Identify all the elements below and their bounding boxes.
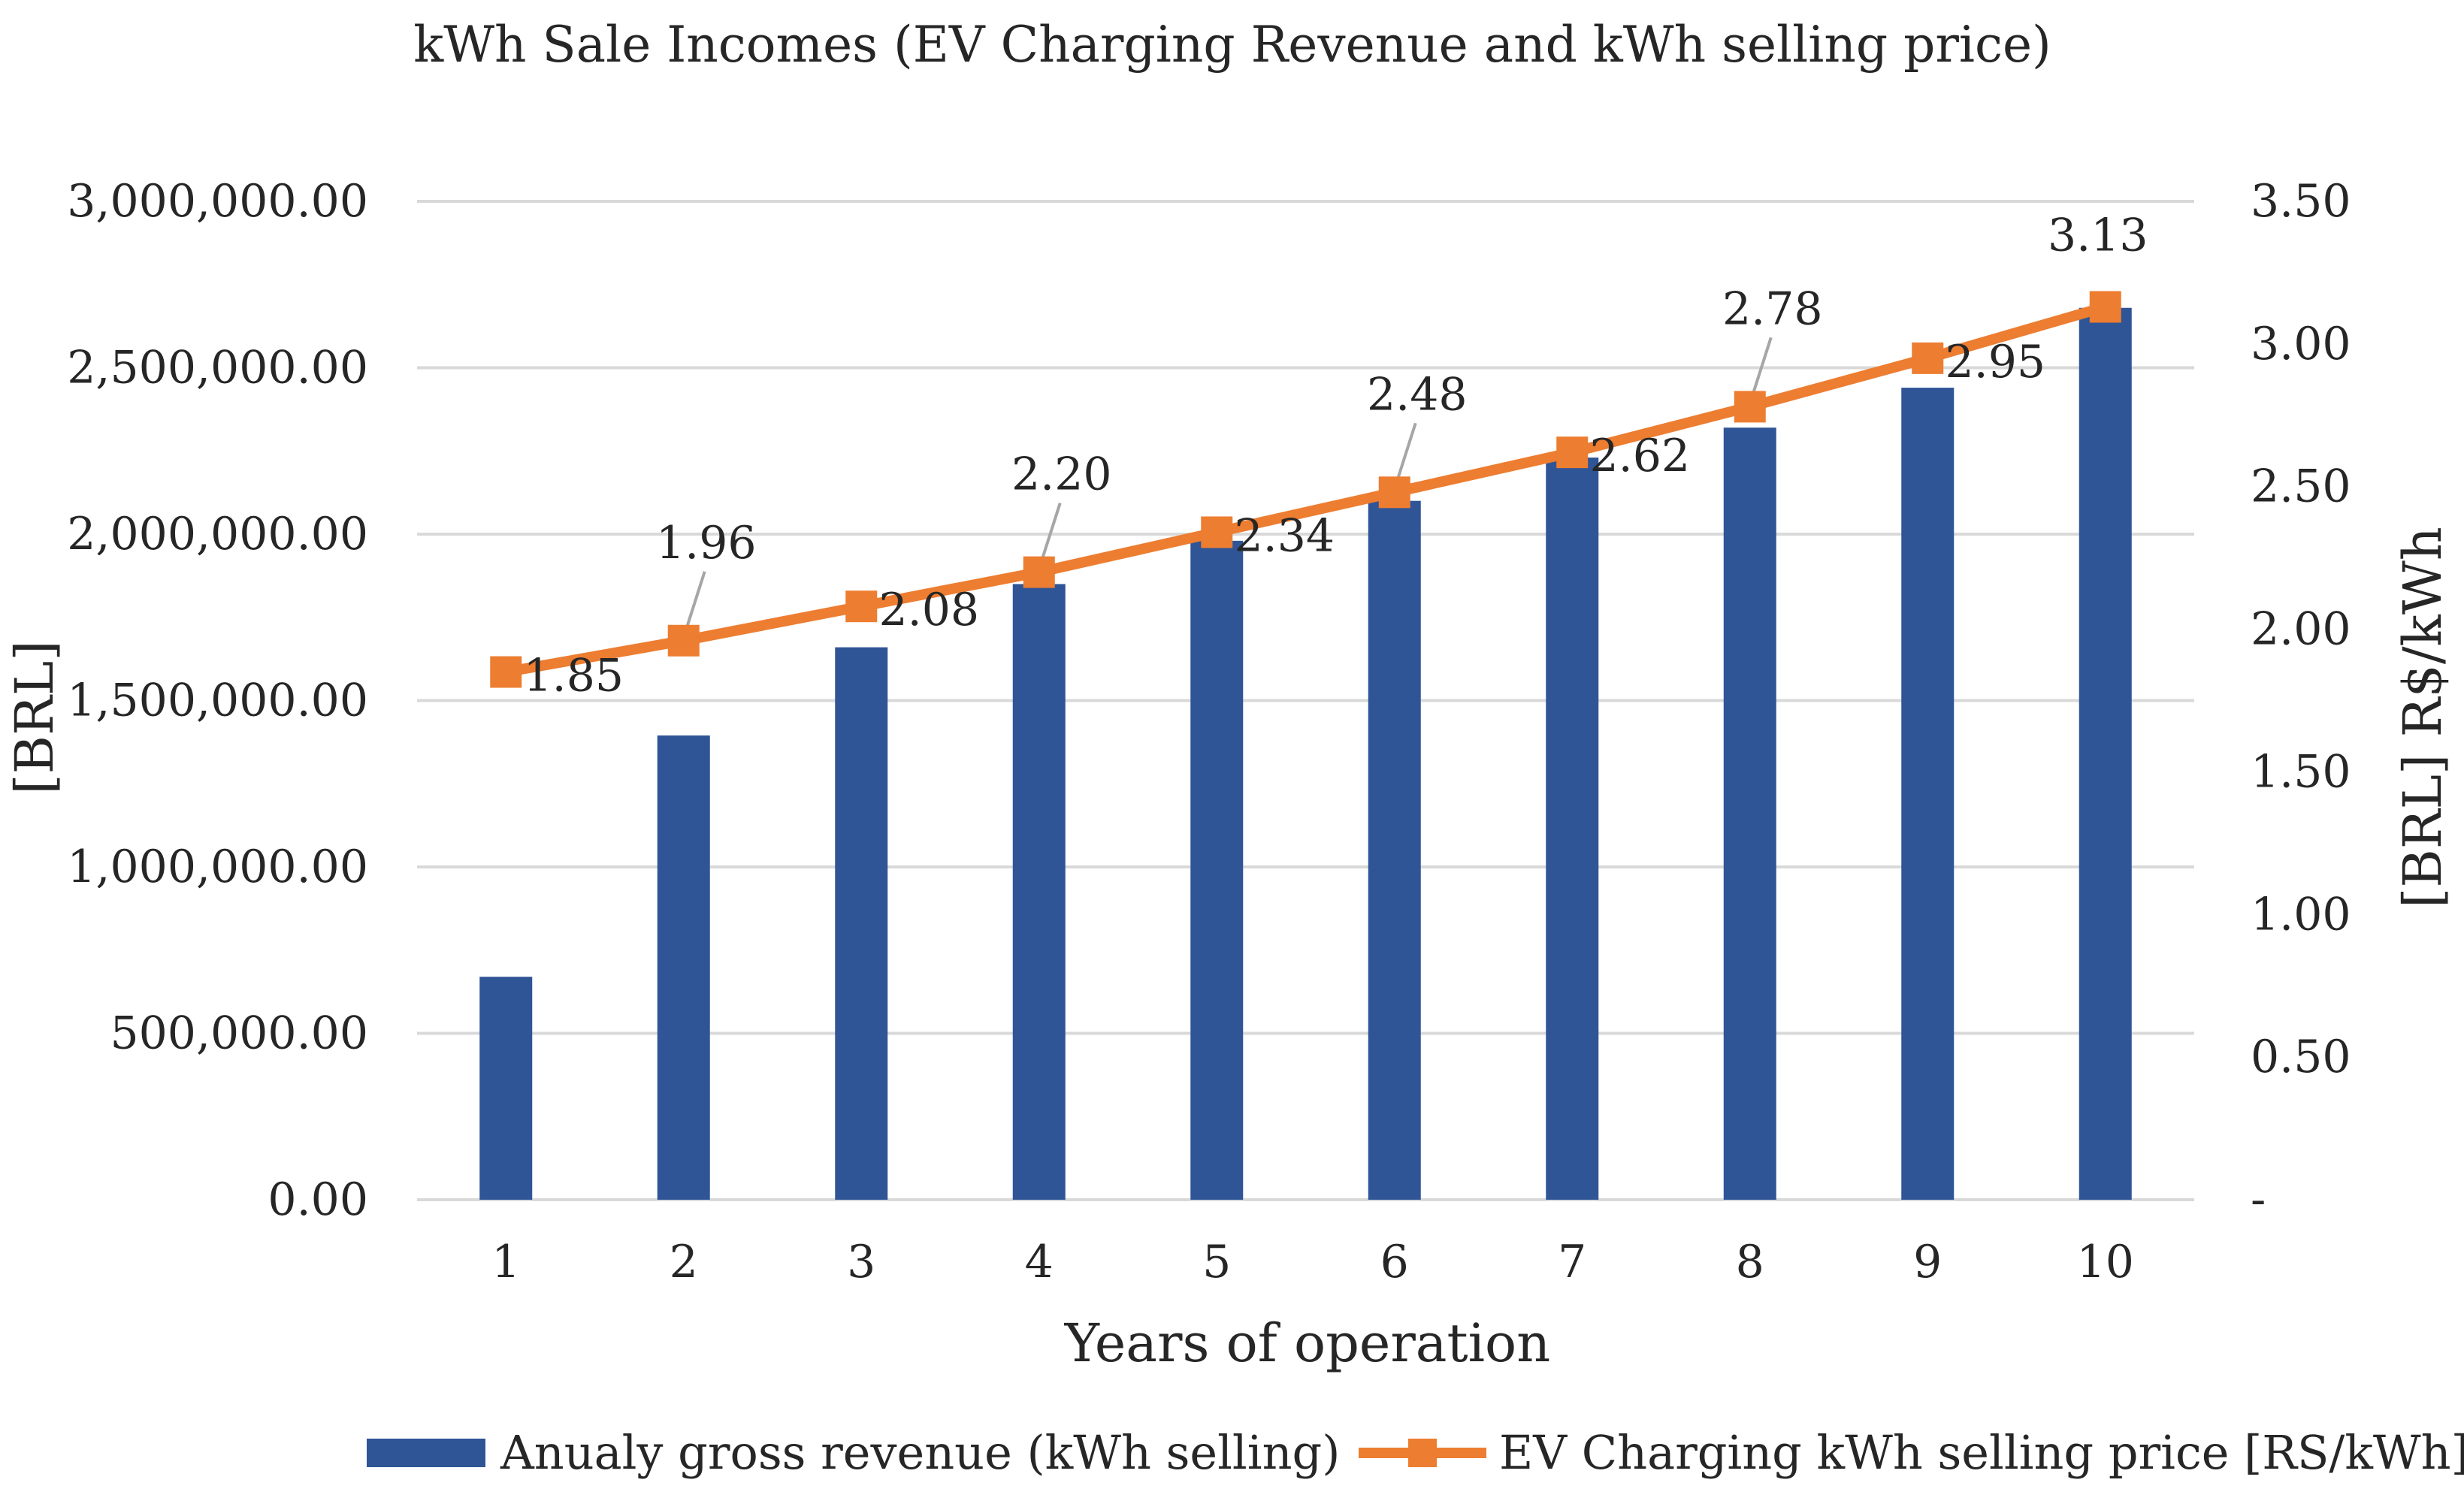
line-marker [490,656,522,688]
price-data-label: 1.85 [523,650,624,702]
legend: Anualy gross revenue (kWh selling) EV Ch… [367,1425,2464,1480]
legend-label-revenue: Anualy gross revenue (kWh selling) [500,1425,1340,1480]
label-leader-line [1752,337,1773,393]
x-tick-label: 10 [2077,1236,2134,1288]
label-leader-line [1396,422,1417,478]
x-tick-label: 2 [670,1236,698,1288]
line-markers [490,291,2121,688]
x-axis-ticks: 1 2 3 4 5 6 7 8 9 10 [491,1236,2134,1288]
x-tick-label: 4 [1025,1236,1054,1288]
x-tick-label: 9 [1913,1236,1942,1288]
line-marker [1378,476,1410,509]
bar [1723,427,1776,1200]
legend-label-price: EV Charging kWh selling price [RS/kWh] [1499,1425,2464,1480]
line-marker [1023,556,1055,588]
y-right-tick-label: - [2251,1173,2266,1226]
price-data-label: 2.78 [1722,282,1823,335]
line-marker [1734,391,1766,423]
price-line [505,301,2107,678]
x-tick-label: 5 [1202,1236,1231,1288]
price-data-label: 3.13 [2048,209,2148,261]
y-left-tick-label: 1,500,000.00 [67,675,368,727]
gridlines [417,200,2194,1201]
y-left-tick-label: 0.00 [268,1173,368,1226]
x-tick-label: 3 [847,1236,875,1288]
bar [657,735,710,1200]
y-axis-right-title: [BRL] R$/kWh [2392,527,2453,908]
bar [1901,388,1955,1200]
y-left-tick-label: 3,000,000.00 [67,175,368,228]
line-marker [2089,291,2121,323]
x-tick-label: 1 [491,1236,520,1288]
x-tick-label: 7 [1558,1236,1586,1288]
label-leader-lines [685,337,1773,627]
bar [479,977,533,1200]
y-axis-right-ticks: - 0.50 1.00 1.50 2.00 2.50 3.00 3.50 [2251,175,2351,1226]
bar-series [479,307,2132,1200]
y-right-tick-label: 2.50 [2251,461,2351,513]
label-leader-line [685,571,706,627]
price-data-label: 2.08 [878,584,979,636]
bar [1368,500,1421,1200]
y-axis-left-ticks: 0.00 500,000.00 1,000,000.00 1,500,000.00 2,… [67,175,368,1226]
bar [1546,458,1599,1200]
y-right-tick-label: 2.00 [2251,603,2351,656]
y-left-tick-label: 2,500,000.00 [67,342,368,394]
y-left-tick-label: 2,000,000.00 [67,508,368,560]
y-right-tick-label: 3.50 [2251,175,2351,228]
y-right-tick-label: 3.00 [2251,318,2351,370]
price-data-label: 2.48 [1367,368,1468,421]
legend-swatch-revenue [367,1439,485,1467]
chart-title: kWh Sale Incomes (EV Charging Revenue an… [413,16,2051,74]
x-tick-label: 8 [1736,1236,1764,1288]
line-marker [1201,516,1233,548]
price-data-label: 2.95 [1945,336,2045,388]
bar [1012,584,1066,1200]
line-marker [667,624,700,657]
y-left-tick-label: 1,000,000.00 [67,841,368,893]
price-data-label: 1.96 [656,517,757,569]
y-axis-left-title: [BRL] [4,640,65,794]
x-axis-title: Years of operation [1064,1312,1551,1374]
y-left-tick-label: 500,000.00 [110,1007,368,1060]
line-marker [1912,342,1944,374]
y-right-tick-label: 1.50 [2251,745,2351,798]
price-data-label: 2.34 [1234,509,1335,562]
price-data-label: 2.62 [1589,430,1690,482]
y-right-tick-label: 1.00 [2251,888,2351,941]
bar [2079,307,2132,1200]
legend-swatch-price-marker [1408,1439,1437,1467]
x-tick-label: 6 [1380,1236,1409,1288]
bar [1190,540,1244,1200]
line-marker [845,590,878,623]
y-right-tick-label: 0.50 [2251,1031,2351,1083]
line-series [505,301,2107,678]
data-labels: 1.85 1.96 2.08 2.20 2.34 2.48 2.62 2.78 2.95 3.13 [523,209,2148,702]
line-marker [1556,436,1589,469]
bar [835,647,888,1200]
price-data-label: 2.20 [1011,448,1112,501]
label-leader-line [1041,503,1062,558]
